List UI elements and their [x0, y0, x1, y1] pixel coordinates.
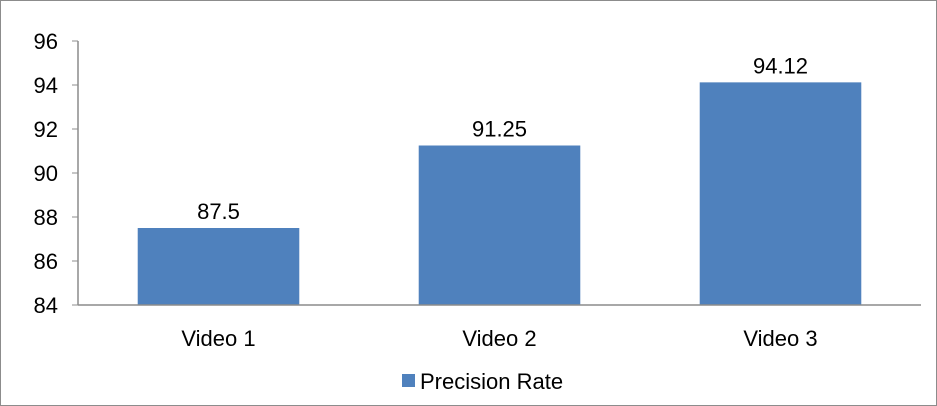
y-tick-label: 84: [34, 293, 58, 318]
bar-data-label: 94.12: [753, 53, 808, 78]
legend-swatch: [402, 374, 415, 387]
bar-data-label: 87.5: [197, 199, 240, 224]
y-axis-ticks: 84 86 88 90 92 94 96: [34, 29, 78, 318]
y-tick-label: 92: [34, 117, 58, 142]
x-axis-ticks: Video 1 Video 2 Video 3: [181, 326, 817, 351]
x-tick-label: Video 3: [743, 326, 817, 351]
data-labels: 87.5 91.25 94.12: [197, 53, 808, 224]
x-tick-label: Video 2: [462, 326, 536, 351]
y-tick-label: 86: [34, 249, 58, 274]
y-tick-label: 88: [34, 205, 58, 230]
y-tick-label: 90: [34, 161, 58, 186]
y-tick-label: 96: [34, 29, 58, 54]
bar: [418, 145, 581, 305]
bar-data-label: 91.25: [472, 117, 527, 142]
bar: [137, 228, 300, 305]
x-tick-label: Video 1: [181, 326, 255, 351]
bar: [699, 82, 862, 305]
bars: [137, 82, 862, 305]
legend-label: Precision Rate: [420, 369, 563, 394]
y-tick-label: 94: [34, 73, 58, 98]
legend: Precision Rate: [402, 369, 563, 394]
